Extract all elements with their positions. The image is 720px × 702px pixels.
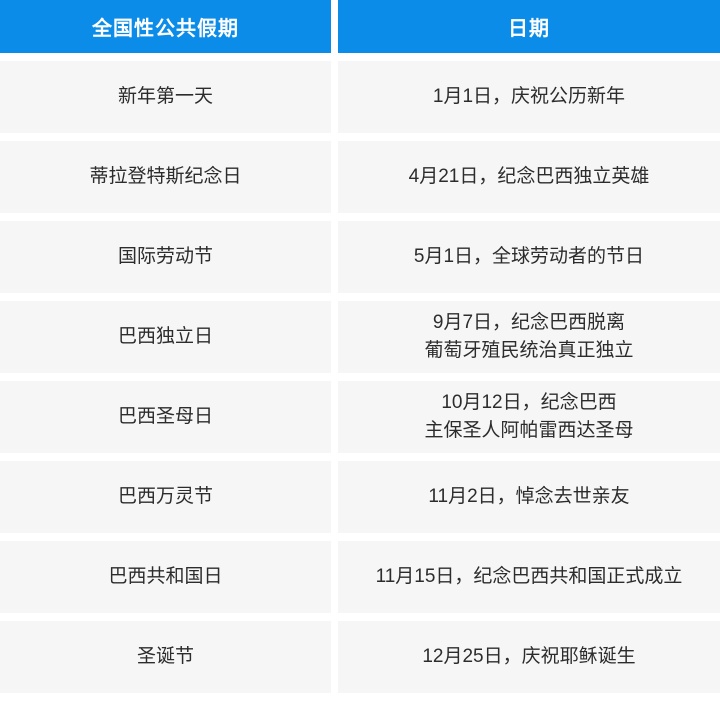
holiday-name-cell: 巴西共和国日	[0, 541, 331, 613]
holiday-date-cell: 10月12日，纪念巴西 主保圣人阿帕雷西达圣母	[338, 381, 720, 453]
holiday-date-cell: 4月21日，纪念巴西独立英雄	[338, 141, 720, 213]
holiday-date-cell: 5月1日，全球劳动者的节日	[338, 221, 720, 293]
holiday-date-cell: 12月25日，庆祝耶稣诞生	[338, 621, 720, 693]
holiday-date-cell: 9月7日，纪念巴西脱离 葡萄牙殖民统治真正独立	[338, 301, 720, 373]
holiday-name-cell: 巴西万灵节	[0, 461, 331, 533]
header-holiday-column: 全国性公共假期	[0, 0, 331, 53]
header-date-column: 日期	[338, 0, 720, 53]
holiday-date-cell: 1月1日，庆祝公历新年	[338, 61, 720, 133]
holiday-name-cell: 巴西圣母日	[0, 381, 331, 453]
holiday-date-cell: 11月2日，悼念去世亲友	[338, 461, 720, 533]
holiday-name-cell: 国际劳动节	[0, 221, 331, 293]
holiday-name-cell: 圣诞节	[0, 621, 331, 693]
holiday-name-cell: 巴西独立日	[0, 301, 331, 373]
holiday-name-cell: 新年第一天	[0, 61, 331, 133]
holiday-name-cell: 蒂拉登特斯纪念日	[0, 141, 331, 213]
holiday-date-cell: 11月15日，纪念巴西共和国正式成立	[338, 541, 720, 613]
